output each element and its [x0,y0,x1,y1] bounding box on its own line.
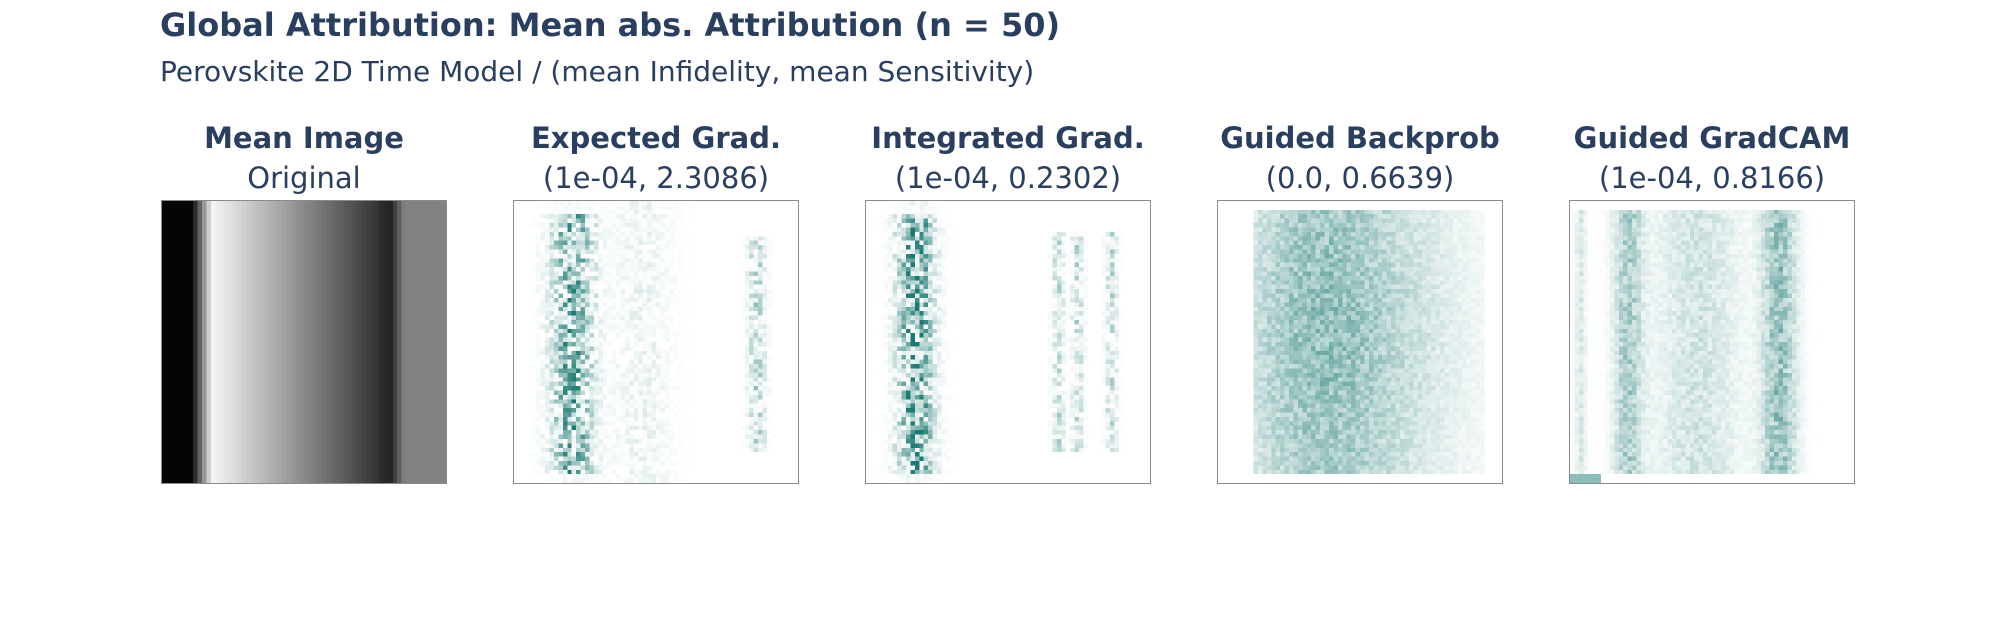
panel-subtitle: (1e-04, 0.2302) [894,161,1122,195]
panel-subtitle: (0.0, 0.6639) [1265,161,1455,195]
panel-guided-gradcam: Guided GradCAM (1e-04, 0.8166) [1569,118,1855,484]
panel-subtitle: (1e-04, 2.3086) [542,161,770,195]
expected-grad-heatmap [513,200,799,484]
panel-expected-grad: Expected Grad. (1e-04, 2.3086) [513,118,799,484]
panel-title: Mean Image [204,121,404,155]
panel-title: Guided GradCAM [1573,121,1851,155]
figure-title: Global Attribution: Mean abs. Attributio… [160,6,1061,44]
panel-mean-image: Mean Image Original [161,118,447,484]
panel-title: Integrated Grad. [871,121,1145,155]
panel-guided-backprob: Guided Backprob (0.0, 0.6639) [1217,118,1503,484]
figure-subtitle: Perovskite 2D Time Model / (mean Infidel… [160,55,1035,88]
panel-title: Guided Backprob [1220,121,1500,155]
panel-title: Expected Grad. [531,121,781,155]
panel-subtitle: Original [247,161,361,195]
panel-subtitle: (1e-04, 0.8166) [1598,161,1826,195]
panel-integrated-grad: Integrated Grad. (1e-04, 0.2302) [865,118,1151,484]
guided-backprob-heatmap [1217,200,1503,484]
mean-image-heatmap [161,200,447,484]
integrated-grad-heatmap [865,200,1151,484]
guided-gradcam-heatmap [1569,200,1855,484]
